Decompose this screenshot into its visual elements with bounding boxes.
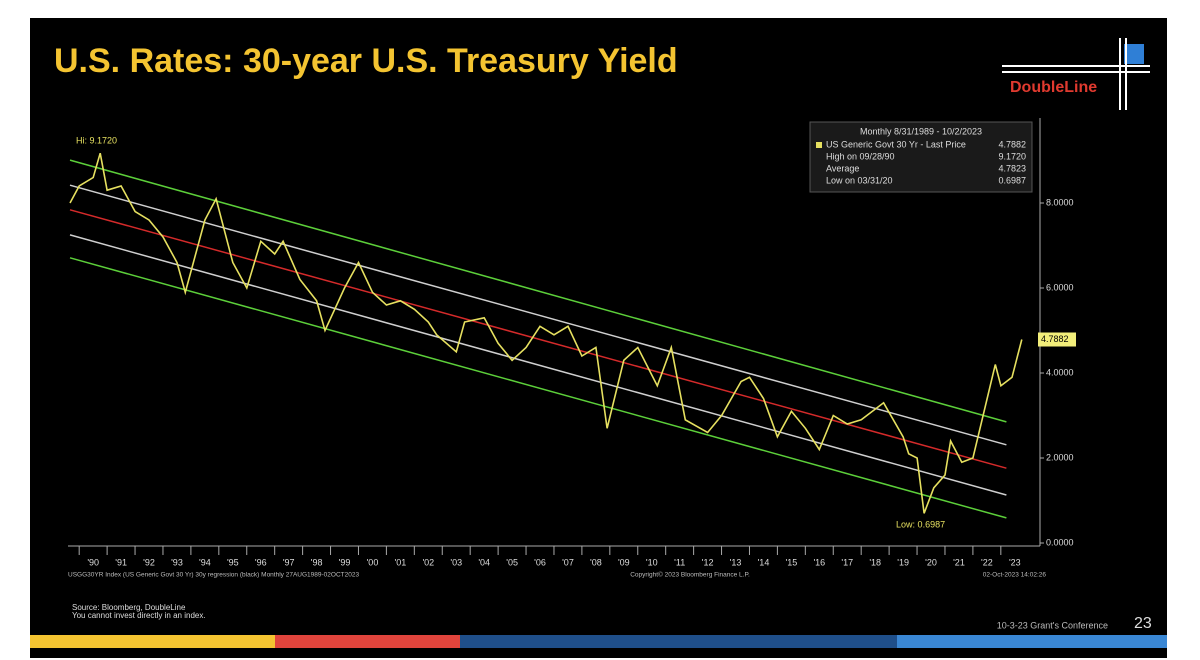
- y-tick-label: 6.0000: [1046, 282, 1074, 292]
- last-price-tag: [1038, 332, 1076, 347]
- logo: DoubleLine: [1002, 38, 1150, 110]
- color-bar: [275, 635, 460, 648]
- x-tick-label: '08: [590, 557, 602, 567]
- y-tick-label: 2.0000: [1046, 452, 1074, 462]
- regression-line: [69, 184, 1007, 446]
- x-tick-label: '13: [730, 557, 742, 567]
- x-tick-label: '09: [618, 557, 630, 567]
- x-tick-label: '04: [478, 557, 490, 567]
- x-tick-label: '96: [255, 557, 267, 567]
- x-tick-label: '10: [646, 557, 658, 567]
- x-tick-label: '18: [869, 557, 881, 567]
- x-tick-label: '17: [841, 557, 853, 567]
- legend-value: 0.6987: [998, 175, 1026, 185]
- x-tick-label: '98: [311, 557, 323, 567]
- page-number: 23: [1134, 615, 1152, 632]
- legend-value: 4.7823: [998, 163, 1026, 173]
- color-bar: [897, 635, 1167, 648]
- color-bar: [30, 635, 275, 648]
- x-tick-label: '20: [925, 557, 937, 567]
- low-label: Low: 0.6987: [896, 520, 945, 530]
- chart-footer: Copyright© 2023 Bloomberg Finance L.P.: [630, 571, 750, 579]
- price-line: [69, 152, 1023, 514]
- x-tick-label: '14: [758, 557, 770, 567]
- x-tick-label: '90: [87, 557, 99, 567]
- x-tick-label: '11: [674, 557, 685, 567]
- source: Source: Bloomberg, DoubleLine: [72, 603, 186, 612]
- chart: 0.0000 2.0000 4.0000 6.0000 8.0000 '90 '91 '92 '…: [68, 118, 1076, 579]
- x-tick-label: '03: [450, 557, 462, 567]
- chart-footer: 02-Oct-2023 14:02:26: [983, 572, 1047, 579]
- y-tick-label: 0.0000: [1046, 537, 1074, 547]
- x-tick-label: '12: [702, 557, 714, 567]
- slide-title: U.S. Rates: 30-year U.S. Treasury Yield: [54, 42, 678, 80]
- x-tick-label: '21: [953, 557, 965, 567]
- regression-line: [69, 209, 1007, 469]
- color-bar: [460, 635, 897, 648]
- legend-value: 9.1720: [998, 151, 1026, 161]
- last-price-label: 4.7882: [1041, 334, 1069, 344]
- logo-text: DoubleLine: [1010, 79, 1097, 96]
- x-tick-label: '94: [199, 557, 211, 567]
- regression-line: [69, 159, 1007, 423]
- x-tick-label: '07: [562, 557, 574, 567]
- event: 10-3-23 Grant's Conference: [997, 620, 1108, 630]
- legend-swatch: [816, 142, 822, 148]
- logo-square: [1124, 44, 1144, 64]
- x-tick-label: '00: [367, 557, 379, 567]
- y-tick-label: 4.0000: [1046, 367, 1074, 377]
- regression-line: [69, 234, 1007, 496]
- x-tick-label: '06: [534, 557, 546, 567]
- legend-label: High on 09/28/90: [826, 151, 895, 161]
- x-tick-label: '01: [395, 557, 407, 567]
- x-tick-label: '23: [1009, 557, 1021, 567]
- x-tick-label: '22: [981, 557, 993, 567]
- legend-label: Low on 03/31/20: [826, 175, 893, 185]
- x-tick-label: '02: [422, 557, 434, 567]
- legend-box: [809, 121, 1033, 193]
- legend-value: 4.7882: [998, 139, 1026, 149]
- legend-title: Monthly 8/31/1989 - 10/2/2023: [860, 126, 982, 136]
- x-tick-label: '95: [227, 557, 239, 567]
- x-tick-label: '05: [506, 557, 518, 567]
- x-tick-label: '93: [171, 557, 183, 567]
- y-tick-label: 8.0000: [1046, 197, 1074, 207]
- disclaimer: You cannot invest directly in an index.: [72, 611, 206, 620]
- chart-footer: USGG30YR Index (US Generic Govt 30 Yr) 3…: [68, 572, 359, 579]
- x-tick-label: '92: [143, 557, 155, 567]
- x-tick-label: '97: [283, 557, 295, 567]
- regression-line: [69, 257, 1007, 519]
- x-tick-label: '19: [897, 557, 909, 567]
- x-tick-label: '99: [339, 557, 351, 567]
- high-label: Hi: 9.1720: [76, 136, 117, 146]
- legend-label: US Generic Govt 30 Yr - Last Price: [826, 139, 966, 149]
- x-tick-label: '16: [813, 557, 825, 567]
- x-tick-label: '91: [115, 557, 127, 567]
- x-tick-label: '15: [786, 557, 798, 567]
- legend-label: Average: [826, 163, 859, 173]
